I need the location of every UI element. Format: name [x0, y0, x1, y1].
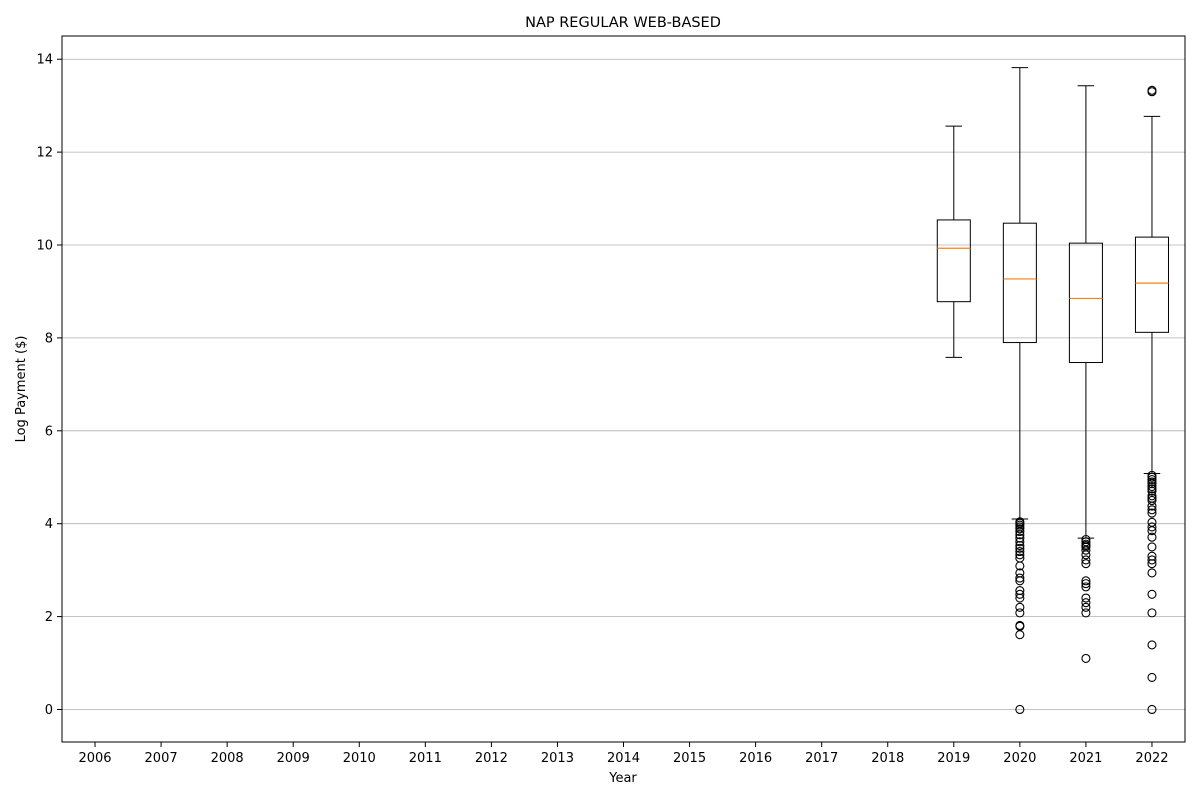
outlier-point — [1015, 543, 1025, 553]
outlier-point — [1015, 533, 1025, 543]
outlier-point — [1081, 537, 1091, 547]
outlier-point — [1147, 477, 1157, 487]
box-2021 — [1068, 85, 1103, 663]
axes: 0 2 4 6 8 10 12 14 2006 2007 2008 2009 2010 2011 2012 2… — [36, 35, 1186, 766]
y-axis-label: Log Payment ($) — [14, 336, 29, 443]
outlier-point — [1015, 589, 1025, 599]
outlier-point — [1081, 555, 1091, 565]
x-tick-label: 2006 — [78, 751, 111, 766]
x-tick-label: 2008 — [211, 751, 244, 766]
iqr-box — [936, 219, 971, 303]
outlier-point — [1015, 547, 1025, 557]
outlier-point — [1147, 542, 1157, 552]
outlier-point — [1147, 495, 1157, 506]
outlier-point — [1147, 704, 1157, 715]
x-tick-label: 2017 — [805, 751, 838, 766]
x-tick-label: 2020 — [1003, 751, 1036, 766]
outlier-point — [1081, 653, 1091, 663]
x-tick-label: 2009 — [277, 751, 310, 766]
outlier-point — [1081, 582, 1091, 592]
outlier-point — [1015, 586, 1025, 596]
outlier-point — [1147, 493, 1157, 503]
x-tick-label: 2007 — [145, 751, 178, 766]
outlier-point — [1147, 475, 1157, 485]
outlier-point — [1147, 589, 1157, 599]
outlier-point — [1147, 484, 1157, 494]
outlier-point — [1147, 640, 1157, 650]
x-tick-label: 2012 — [475, 751, 508, 766]
iqr-box — [1068, 242, 1103, 364]
outlier-point — [1081, 593, 1091, 603]
outlier-point — [1147, 559, 1157, 569]
outlier-point — [1015, 553, 1025, 563]
outlier-point — [1015, 517, 1025, 527]
outlier-point — [1147, 608, 1157, 618]
x-tick-label: 2010 — [343, 751, 376, 766]
y-tick-label: 8 — [45, 331, 53, 346]
outlier-point — [1081, 559, 1091, 569]
box-series — [936, 67, 1169, 715]
x-tick-label: 2014 — [607, 751, 640, 766]
outlier-point — [1147, 555, 1157, 565]
x-tick-label: 2019 — [937, 751, 970, 766]
box-2019 — [936, 125, 971, 358]
outlier-point — [1015, 630, 1025, 640]
y-tick-label: 4 — [45, 517, 53, 532]
x-tick-label: 2013 — [541, 751, 574, 766]
outlier-point — [1147, 85, 1157, 95]
outlier-point — [1147, 551, 1157, 561]
outlier-point — [1147, 672, 1157, 682]
outlier-point — [1147, 470, 1157, 480]
outlier-point — [1015, 537, 1025, 547]
outlier-point — [1015, 573, 1025, 583]
x-tick-label: 2015 — [673, 751, 706, 766]
outlier-point — [1015, 568, 1025, 578]
y-tick-label: 0 — [45, 703, 53, 718]
y-tick-label: 6 — [45, 424, 53, 439]
outlier-point — [1147, 517, 1157, 527]
outlier-point — [1147, 481, 1157, 492]
outlier-point — [1081, 576, 1091, 586]
outlier-point — [1015, 540, 1025, 551]
box-2022 — [1134, 85, 1169, 715]
outlier-point — [1147, 522, 1157, 532]
outlier-point — [1147, 508, 1157, 518]
outlier-point — [1015, 608, 1025, 618]
outlier-point — [1147, 505, 1157, 515]
outlier-point — [1147, 532, 1157, 542]
outlier-point — [1147, 486, 1157, 496]
iqr-box — [1134, 236, 1169, 333]
y-tick-label: 14 — [36, 53, 53, 68]
grid-lines — [62, 58, 1185, 710]
outlier-point — [1015, 620, 1025, 630]
plot-frame — [61, 35, 1186, 743]
x-tick-label: 2022 — [1135, 751, 1168, 766]
outlier-point — [1081, 602, 1091, 612]
outlier-point — [1081, 534, 1091, 545]
iqr-box — [1002, 222, 1037, 344]
outlier-point — [1081, 598, 1091, 608]
x-tick-label: 2021 — [1069, 751, 1102, 766]
outlier-point — [1081, 608, 1091, 618]
y-tick-label: 2 — [45, 610, 53, 625]
outlier-point — [1081, 539, 1091, 549]
outlier-point — [1147, 491, 1157, 501]
outlier-point — [1015, 593, 1025, 603]
x-tick-label: 2018 — [871, 751, 904, 766]
outlier-point — [1015, 550, 1025, 560]
outlier-point — [1081, 579, 1091, 589]
outlier-point — [1081, 550, 1091, 560]
x-tick-label: 2016 — [739, 751, 772, 766]
chart-title: NAP REGULAR WEB-BASED — [525, 15, 721, 31]
outlier-point — [1015, 602, 1025, 612]
y-tick-label: 10 — [36, 239, 53, 254]
outlier-point — [1147, 568, 1157, 578]
y-tick-label: 12 — [36, 146, 53, 161]
x-tick-label: 2011 — [409, 751, 442, 766]
box-2020 — [1002, 67, 1037, 715]
outlier-point — [1015, 704, 1025, 715]
x-axis-label: Year — [608, 771, 637, 786]
